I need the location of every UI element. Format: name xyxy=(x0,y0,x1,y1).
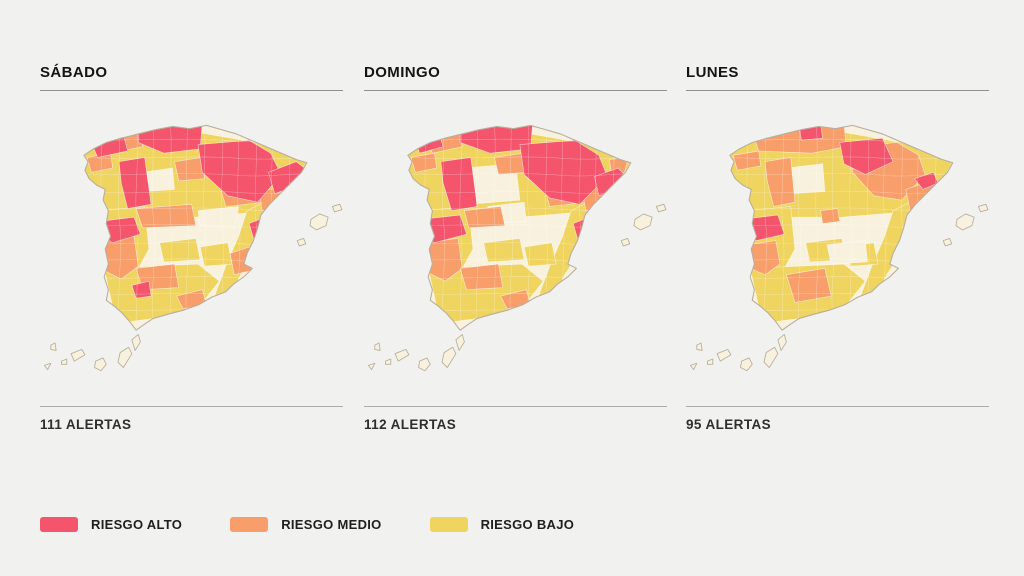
day-title: LUNES xyxy=(686,64,739,81)
footer-rule xyxy=(364,406,667,407)
spain-risk-map-sabado xyxy=(43,124,343,372)
alerts-count: 111 ALERTAS xyxy=(40,417,132,432)
panel-lunes: LUNES 95 ALERTAS xyxy=(686,0,989,460)
riesgo-medio-label: RIESGO MEDIO xyxy=(281,517,382,532)
footer-rule xyxy=(686,406,989,407)
panel-domingo: DOMINGO 112 ALERTAS xyxy=(364,0,667,460)
riesgo-alto-label: RIESGO ALTO xyxy=(91,517,183,532)
legend-item-riesgo-medio: RIESGO MEDIO xyxy=(230,517,381,532)
riesgo-bajo-swatch xyxy=(429,517,468,532)
title-rule xyxy=(364,90,667,91)
legend-item-riesgo-bajo: RIESGO BAJO xyxy=(429,517,575,532)
panel-sabado: SÁBADO 111 ALERTAS xyxy=(40,0,343,460)
risk-legend: RIESGO ALTO RIESGO MEDIO RIESGO BAJO xyxy=(40,517,622,532)
alerts-count: 95 ALERTAS xyxy=(686,417,772,432)
alerts-count: 112 ALERTAS xyxy=(364,417,457,432)
riesgo-medio-swatch xyxy=(230,517,269,532)
day-title: DOMINGO xyxy=(364,64,441,81)
title-rule xyxy=(686,90,989,91)
legend-item-riesgo-alto: RIESGO ALTO xyxy=(40,517,182,532)
day-title: SÁBADO xyxy=(40,64,108,81)
riesgo-bajo-label: RIESGO BAJO xyxy=(480,517,575,532)
spain-risk-map-lunes xyxy=(689,124,989,372)
riesgo-alto-swatch xyxy=(40,517,78,532)
spain-risk-map-domingo xyxy=(367,124,667,372)
title-rule xyxy=(40,90,343,91)
footer-rule xyxy=(40,406,343,407)
